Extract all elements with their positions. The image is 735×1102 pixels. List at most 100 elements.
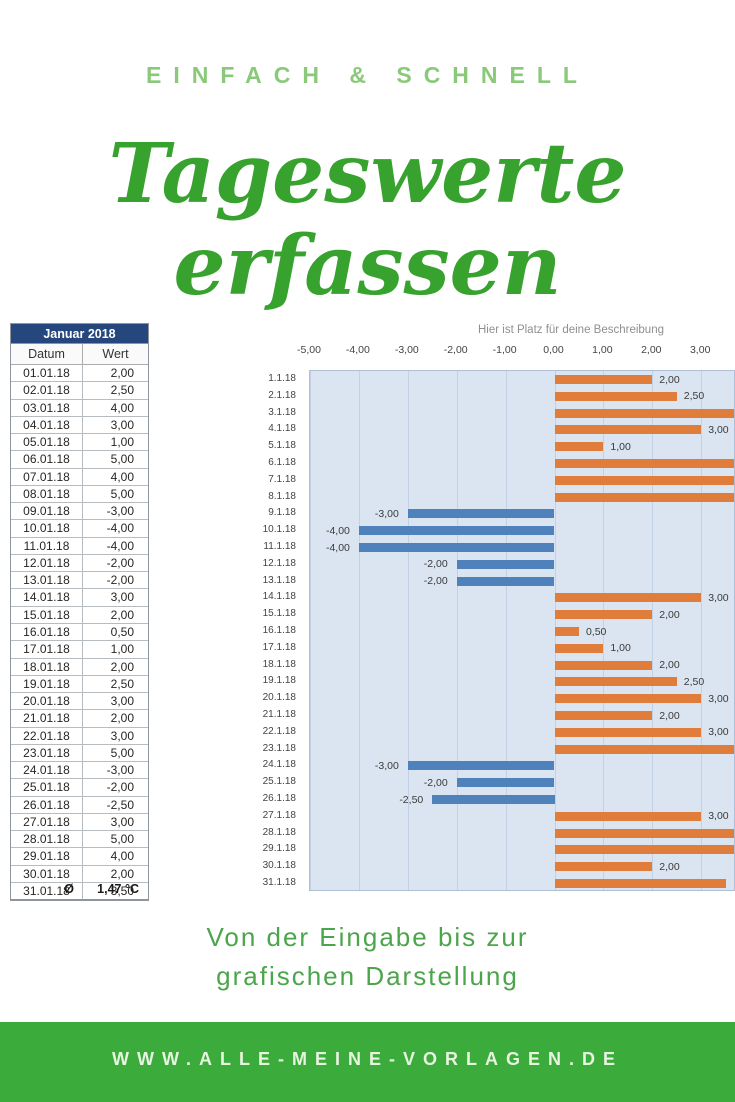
cell-datum: 02.01.18 xyxy=(11,382,83,399)
bar-value-label: -2,50 xyxy=(399,793,424,806)
table-row: 24.01.18 -3,00 xyxy=(11,762,148,780)
cell-wert: 5,00 xyxy=(110,452,134,467)
y-axis-label: 20.1.18 xyxy=(262,692,296,704)
positive-bar xyxy=(554,391,677,401)
website-url: WWW.ALLE-MEINE-VORLAGEN.DE xyxy=(112,1048,623,1069)
table-row: 28.01.18 5,00 xyxy=(11,831,148,849)
table-row: 18.01.18 2,00 xyxy=(11,658,148,676)
cell-datum: 03.01.18 xyxy=(11,399,83,416)
bar-value-label: -4,00 xyxy=(325,524,350,537)
y-axis-label: 9.1.18 xyxy=(268,507,296,519)
cell-wert: 1,00 xyxy=(110,435,134,450)
cell-wert: 0,50 xyxy=(110,624,134,639)
positive-bar xyxy=(554,425,702,435)
cell-wert: -2,50 xyxy=(106,797,134,812)
table-row: 19.01.18 2,50 xyxy=(11,675,148,694)
x-axis-tick-label: 1,00 xyxy=(592,344,613,356)
bar-value-label: 1,00 xyxy=(610,642,631,655)
gridline xyxy=(358,371,360,890)
bar-value-label: 2,00 xyxy=(659,860,680,873)
cell-wert: 3,00 xyxy=(110,417,134,432)
cell-datum: 11.01.18 xyxy=(11,537,83,554)
table-row: 03.01.18 4,00 xyxy=(11,399,148,417)
positive-bar xyxy=(554,610,653,620)
cell-datum: 18.01.18 xyxy=(11,658,83,675)
table-row: 02.01.18 2,50 xyxy=(11,382,148,400)
chart-plot-area: 2,00 2,50 3,00 1,00 -3,00 -4,00 -4,00 -2,00 -2,0… xyxy=(309,370,735,891)
positive-bar xyxy=(554,475,734,485)
bar-value-label: -2,00 xyxy=(423,776,448,789)
x-axis-tick-label: -2,00 xyxy=(443,344,468,356)
cell-datum: 23.01.18 xyxy=(11,744,83,762)
cell-datum: 07.01.18 xyxy=(11,468,83,485)
cell-wert: 2,00 xyxy=(110,659,134,674)
positive-bar xyxy=(554,711,653,720)
cell-wert: 2,50 xyxy=(110,676,134,691)
cell-wert: 1,00 xyxy=(110,642,134,657)
cell-datum: 20.01.18 xyxy=(11,693,83,710)
table-row: 23.01.18 5,00 xyxy=(11,744,148,763)
positive-bar xyxy=(554,744,734,754)
y-axis-label: 5.1.18 xyxy=(268,440,296,452)
table-row: 05.01.18 1,00 xyxy=(11,434,148,452)
cell-wert: 2,00 xyxy=(110,607,134,622)
positive-bar xyxy=(554,845,734,855)
cell-wert: 5,00 xyxy=(110,486,134,501)
y-axis-label: 8.1.18 xyxy=(268,490,296,502)
chart-title: Hier ist Platz für deine Beschreibung xyxy=(477,324,664,336)
cell-datum: 08.01.18 xyxy=(11,485,83,503)
cell-datum: 06.01.18 xyxy=(11,451,83,468)
positive-bar xyxy=(554,643,604,653)
table-title: Januar 2018 xyxy=(11,324,148,344)
table-row: 14.01.18 3,00 xyxy=(11,589,148,607)
cell-wert: -2,00 xyxy=(106,780,134,795)
chart-x-axis: -5,00 -4,00 -3,00 -2,00 -1,00 0,00 1,00 2,00 3,0… xyxy=(255,344,735,358)
cell-datum: 15.01.18 xyxy=(11,606,83,623)
x-axis-tick-label: 0,00 xyxy=(543,344,564,356)
cell-datum: 22.01.18 xyxy=(11,727,83,744)
positive-bar xyxy=(554,442,604,452)
table-row: 21.01.18 2,00 xyxy=(11,710,148,728)
daily-values-table: Januar 2018 Datum Wert 01.01.18 2,00 02.01… xyxy=(10,323,149,902)
positive-bar xyxy=(554,627,579,636)
table-row: 11.01.18 -4,00 xyxy=(11,537,148,555)
cell-wert: 4,00 xyxy=(110,469,134,484)
y-axis-label: 11.1.18 xyxy=(263,541,296,552)
y-axis-label: 15.1.18 xyxy=(262,608,296,620)
cell-datum: 27.01.18 xyxy=(11,813,83,831)
cell-datum: 25.01.18 xyxy=(11,779,83,796)
bar-value-label: -4,00 xyxy=(325,541,350,554)
y-axis-label: 28.1.18 xyxy=(262,826,296,838)
cell-datum: 12.01.18 xyxy=(11,554,83,572)
page-title-line1: Tageswerte xyxy=(108,126,627,222)
cell-wert: 3,00 xyxy=(110,694,134,709)
table-row: 09.01.18 -3,00 xyxy=(11,503,148,521)
bar-value-label: 2,00 xyxy=(659,373,680,386)
table-row: 10.01.18 -4,00 xyxy=(11,520,148,538)
cell-datum: 17.01.18 xyxy=(11,641,83,658)
bar-value-label: 1,00 xyxy=(610,440,631,453)
positive-bar xyxy=(554,375,653,384)
table-column-headers: Datum Wert xyxy=(11,344,148,365)
x-axis-tick-label: -4,00 xyxy=(345,344,370,356)
table-row: 08.01.18 5,00 xyxy=(11,485,148,504)
cell-wert: 3,00 xyxy=(110,590,134,605)
column-header-wert: Wert xyxy=(102,347,129,361)
cell-wert: 5,00 xyxy=(110,745,134,760)
negative-bar xyxy=(456,778,555,788)
bar-value-label: -2,00 xyxy=(423,575,448,588)
y-axis-label: 23.1.18 xyxy=(262,742,296,754)
bar-value-label: 0,50 xyxy=(585,625,607,638)
cell-wert: -4,00 xyxy=(106,521,134,536)
bar-chart: Hier ist Platz für deine Beschreibung -5… xyxy=(255,322,735,895)
page-title-line2: erfassen xyxy=(173,218,562,314)
positive-bar xyxy=(554,677,677,687)
gridline xyxy=(701,371,703,890)
y-axis-label: 30.1.18 xyxy=(262,860,296,872)
cell-wert: -3,00 xyxy=(106,763,134,778)
cell-wert: 5,00 xyxy=(110,832,134,847)
positive-bar xyxy=(554,660,653,670)
cell-datum: 26.01.18 xyxy=(11,796,83,813)
bar-value-label: 3,00 xyxy=(708,591,729,604)
cell-datum: 05.01.18 xyxy=(11,434,83,451)
